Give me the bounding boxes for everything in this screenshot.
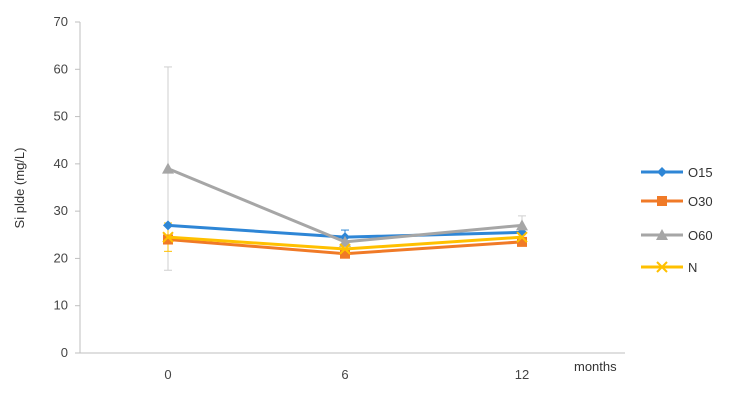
y-tick-label: 70 bbox=[54, 14, 68, 29]
x-tick-label: 0 bbox=[164, 367, 171, 382]
y-tick-label: 40 bbox=[54, 156, 68, 171]
legend-item: O60 bbox=[641, 228, 713, 243]
y-tick-label: 30 bbox=[54, 203, 68, 218]
x-marker-stroke bbox=[516, 231, 528, 243]
triangle-marker bbox=[656, 229, 668, 240]
square-marker bbox=[517, 236, 527, 247]
x-tick-label: 6 bbox=[341, 367, 348, 382]
legend-item: O30 bbox=[641, 194, 713, 209]
triangle-marker bbox=[162, 162, 174, 174]
y-tick-labels: 0 10 20 30 40 50 60 70 bbox=[54, 14, 80, 360]
legend-label: O60 bbox=[688, 228, 713, 243]
x-marker-stroke bbox=[339, 243, 351, 255]
x-tick-label: 12 bbox=[515, 367, 529, 382]
x-tick-labels: 0 6 12 bbox=[164, 367, 529, 382]
x-marker bbox=[162, 231, 174, 243]
chart-axes bbox=[79, 22, 625, 354]
x-marker bbox=[339, 243, 351, 255]
series-o30 bbox=[163, 234, 527, 259]
legend-label: O30 bbox=[688, 194, 713, 209]
y-axis-label: Si plde (mg/L) bbox=[12, 148, 27, 229]
square-marker bbox=[340, 248, 350, 259]
y-tick-label: 50 bbox=[54, 109, 68, 124]
legend-item: O15 bbox=[641, 165, 713, 180]
legend-item: N bbox=[641, 260, 697, 275]
diamond-marker bbox=[163, 220, 173, 231]
triangle-marker bbox=[516, 219, 528, 231]
y-tick-label: 10 bbox=[54, 298, 68, 313]
diamond-marker bbox=[657, 167, 667, 177]
square-marker bbox=[657, 196, 667, 206]
y-tick-label: 60 bbox=[54, 61, 68, 76]
x-marker-stroke bbox=[656, 261, 668, 273]
x-marker bbox=[656, 261, 668, 273]
y-tick-label: 20 bbox=[54, 250, 68, 265]
legend: O15 O30 O60 N bbox=[641, 165, 713, 275]
legend-label: O15 bbox=[688, 165, 713, 180]
x-marker-stroke bbox=[162, 231, 174, 243]
triangle-marker bbox=[339, 235, 351, 247]
square-marker bbox=[163, 234, 173, 245]
legend-label: N bbox=[688, 260, 697, 275]
y-tick-label: 0 bbox=[61, 345, 68, 360]
x-marker bbox=[516, 231, 528, 243]
series-lines bbox=[162, 162, 528, 259]
series-n bbox=[162, 231, 528, 255]
series-o60 bbox=[162, 162, 528, 247]
x-axis-label: months bbox=[574, 359, 617, 374]
